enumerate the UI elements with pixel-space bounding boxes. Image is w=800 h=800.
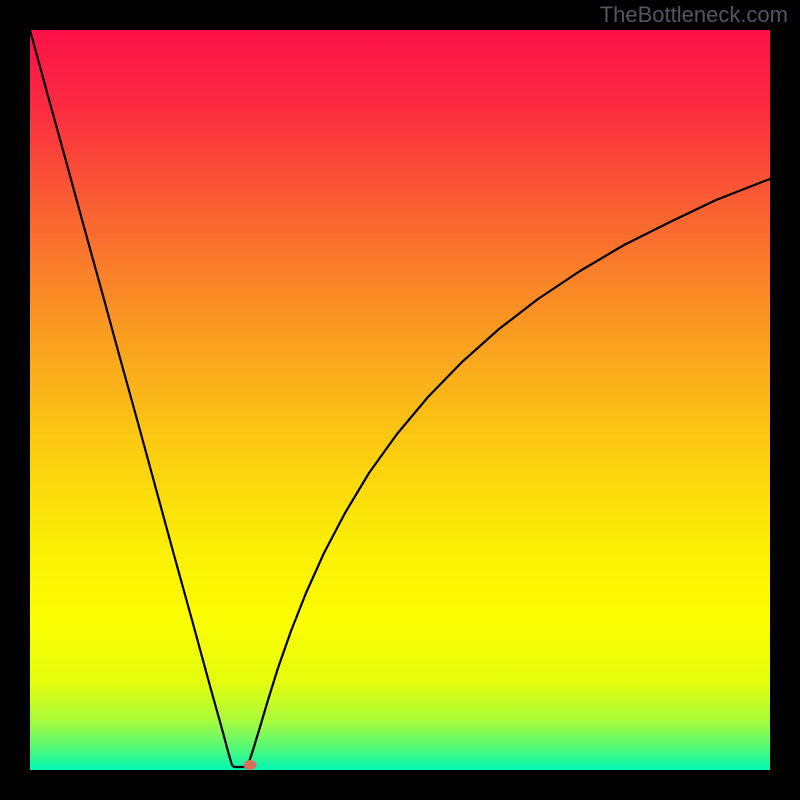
chart-container: TheBottleneck.com — [0, 0, 800, 800]
curve-layer — [0, 0, 800, 800]
minimum-marker — [244, 760, 257, 770]
bottleneck-curve — [30, 30, 770, 767]
watermark-text: TheBottleneck.com — [600, 2, 788, 28]
